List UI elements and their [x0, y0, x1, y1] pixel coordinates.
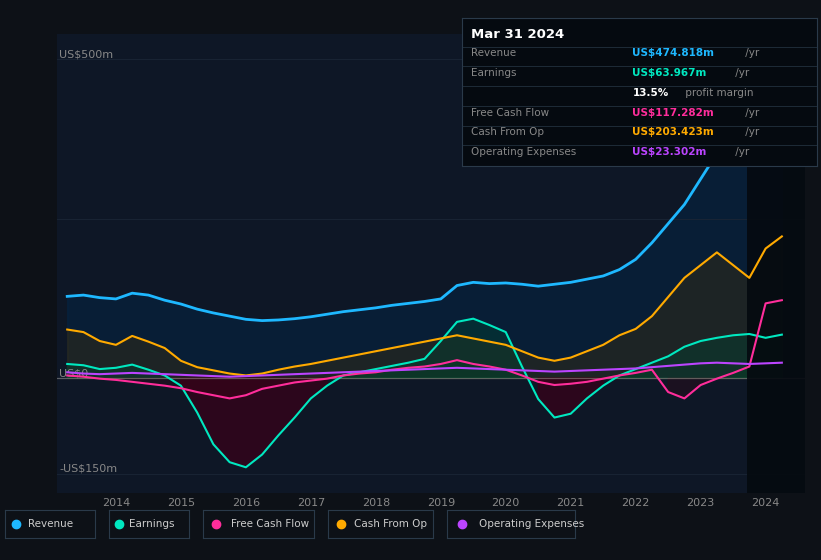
Text: -US$150m: -US$150m [59, 464, 117, 474]
Text: Operating Expenses: Operating Expenses [471, 147, 576, 157]
Text: /yr: /yr [741, 48, 759, 58]
Text: US$0: US$0 [59, 368, 88, 378]
Text: Cash From Op: Cash From Op [471, 127, 544, 137]
Text: US$23.302m: US$23.302m [632, 147, 707, 157]
Text: /yr: /yr [741, 108, 759, 118]
Text: Cash From Op: Cash From Op [354, 519, 427, 529]
Text: Revenue: Revenue [471, 48, 516, 58]
Text: Operating Expenses: Operating Expenses [479, 519, 585, 529]
Text: Free Cash Flow: Free Cash Flow [471, 108, 549, 118]
Text: 13.5%: 13.5% [632, 88, 668, 98]
Text: Mar 31 2024: Mar 31 2024 [471, 29, 564, 41]
Text: US$117.282m: US$117.282m [632, 108, 714, 118]
Text: Revenue: Revenue [27, 519, 72, 529]
Text: US$500m: US$500m [59, 49, 113, 59]
Text: Earnings: Earnings [471, 68, 516, 78]
Text: Earnings: Earnings [129, 519, 175, 529]
Text: US$63.967m: US$63.967m [632, 68, 707, 78]
Text: /yr: /yr [732, 147, 749, 157]
Text: /yr: /yr [741, 127, 759, 137]
Text: profit margin: profit margin [682, 88, 754, 98]
Text: Free Cash Flow: Free Cash Flow [231, 519, 309, 529]
Text: US$203.423m: US$203.423m [632, 127, 714, 137]
Text: US$474.818m: US$474.818m [632, 48, 714, 58]
Bar [747, 34, 805, 493]
Text: /yr: /yr [732, 68, 749, 78]
